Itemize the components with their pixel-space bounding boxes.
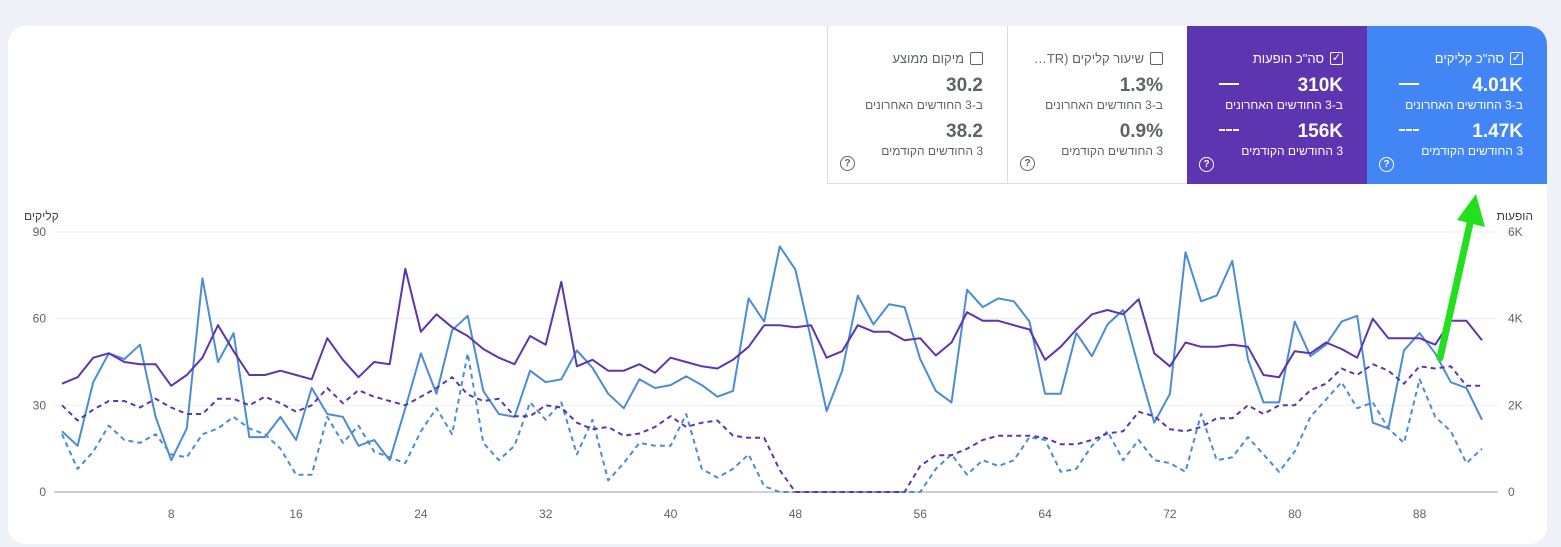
series-line-3: [61, 363, 1482, 493]
x-tick-label: 40: [664, 507, 678, 521]
x-tick-label: 88: [1413, 507, 1427, 521]
left-tick-label: 30: [33, 398, 47, 412]
series-line-2: [61, 352, 1483, 493]
metric-previous: 1.47K 3 החודשים הקודמים: [1391, 120, 1523, 158]
metric-current: 1.3% ב-3 החודשים האחרונים: [1032, 74, 1163, 112]
left-axis-title: קליקים: [24, 209, 59, 223]
help-icon[interactable]: ?: [840, 156, 855, 171]
annotation-arrow-head-icon: [1457, 194, 1485, 227]
metric-previous: 0.9% 3 החודשים הקודמים: [1032, 120, 1163, 158]
x-tick-label: 24: [414, 507, 428, 521]
metric-current: 310K ב-3 החודשים האחרונים: [1211, 74, 1343, 112]
metric-period-label: ב-3 החודשים האחרונים: [865, 98, 983, 112]
legend-solid-line-icon: [1219, 83, 1239, 85]
series-line-1: [61, 267, 1483, 387]
tile-total-impressions[interactable]: ✓ סה"כ הופעות 310K ב-3 החודשים האחרונים …: [1187, 26, 1367, 184]
legend-solid-line-icon: [1399, 83, 1419, 85]
x-tick-label: 64: [1038, 507, 1052, 521]
metric-value: 310K: [1297, 75, 1343, 96]
metric-previous: 38.2 3 החודשים הקודמים: [852, 120, 983, 158]
performance-line-chart: 0 30 60 90 0 2K 4K 6K 8 16 24 32 40 48 56 64 72 80 88: [33, 194, 1523, 521]
help-icon[interactable]: ?: [1379, 157, 1394, 172]
x-tick-label: 80: [1288, 507, 1302, 521]
x-tick-label: 32: [539, 507, 553, 521]
metric-value: 0.9%: [1119, 121, 1163, 142]
metric-value: 1.47K: [1472, 121, 1523, 142]
checkbox-unchecked-icon[interactable]: [1150, 51, 1163, 65]
annotation-arrow-shaft: [1436, 206, 1477, 362]
metric-value: 30.2: [946, 75, 983, 96]
series-line-0: [61, 245, 1483, 462]
x-tick-label: 56: [914, 507, 928, 521]
x-tick-label: 16: [289, 507, 303, 521]
right-axis-title: הופעות: [1496, 209, 1533, 223]
x-tick-label: 8: [168, 507, 175, 521]
metric-current: 4.01K ב-3 החודשים האחרונים: [1391, 74, 1523, 112]
metric-period-label: ב-3 החודשים האחרונים: [1225, 98, 1343, 112]
metric-period-label: 3 החודשים הקודמים: [1061, 144, 1163, 158]
right-tick-label: 6K: [1508, 225, 1523, 239]
metric-period-label: 3 החודשים הקודמים: [1241, 144, 1343, 158]
checkbox-unchecked-icon[interactable]: [970, 51, 983, 65]
x-tick-label: 72: [1163, 507, 1177, 521]
checkbox-checked-icon[interactable]: ✓: [1510, 51, 1523, 65]
tile-ctr[interactable]: שיעור קליקים (CTR)... 1.3% ב-3 החודשים ה…: [1007, 26, 1187, 184]
help-icon[interactable]: ?: [1199, 157, 1214, 172]
metric-value: 4.01K: [1472, 75, 1523, 96]
left-tick-label: 60: [33, 312, 47, 326]
metric-value: 156K: [1297, 121, 1343, 142]
metric-period-label: 3 החודשים הקודמים: [881, 144, 983, 158]
metric-value: 38.2: [946, 121, 983, 142]
performance-card: ✓ סה"כ קליקים 4.01K ב-3 החודשים האחרונים…: [8, 26, 1547, 544]
tile-average-position[interactable]: מיקום ממוצע 30.2 ב-3 החודשים האחרונים 38…: [827, 26, 1007, 184]
tile-total-clicks[interactable]: ✓ סה"כ קליקים 4.01K ב-3 החודשים האחרונים…: [1367, 26, 1547, 184]
left-tick-label: 0: [39, 485, 46, 499]
metric-period-label: ב-3 החודשים האחרונים: [1045, 98, 1163, 112]
metric-period-label: ב-3 החודשים האחרונים: [1405, 98, 1523, 112]
metric-value: 1.3%: [1119, 75, 1163, 96]
right-tick-label: 0: [1508, 485, 1515, 499]
metric-previous: 156K 3 החודשים הקודמים: [1211, 120, 1343, 158]
legend-dashed-line-icon: [1219, 129, 1239, 131]
metric-current: 30.2 ב-3 החודשים האחרונים: [852, 74, 983, 112]
metric-tiles: ✓ סה"כ קליקים 4.01K ב-3 החודשים האחרונים…: [827, 26, 1547, 184]
x-tick-label: 48: [789, 507, 803, 521]
legend-dashed-line-icon: [1399, 129, 1419, 131]
right-tick-label: 2K: [1508, 398, 1523, 412]
checkbox-checked-icon[interactable]: ✓: [1330, 51, 1343, 65]
metric-period-label: 3 החודשים הקודמים: [1421, 144, 1523, 158]
help-icon[interactable]: ?: [1020, 156, 1035, 171]
right-tick-label: 4K: [1508, 312, 1523, 326]
left-tick-label: 90: [33, 225, 47, 239]
